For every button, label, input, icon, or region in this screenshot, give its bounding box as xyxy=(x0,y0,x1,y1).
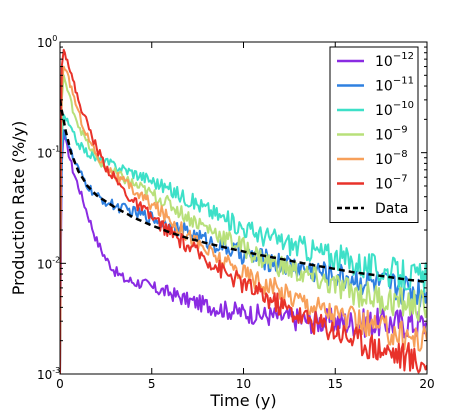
ticks-layer: 0 5 10 15 20 10-3 10-2 10-1 100 xyxy=(37,34,435,391)
series-layer xyxy=(60,48,427,374)
y-tick-label-0: 10-3 xyxy=(37,366,60,382)
x-tick-label-4: 20 xyxy=(419,377,434,391)
x-tick-label-3: 15 xyxy=(328,377,343,391)
legend-label-4: 10−8 xyxy=(375,149,408,168)
series-line-1 xyxy=(60,129,427,374)
y-tick-label-2: 10-1 xyxy=(37,145,60,161)
x-axis-label: Time (y) xyxy=(209,391,276,410)
series-line-6 xyxy=(60,99,427,284)
legend-label-6: Data xyxy=(375,201,408,217)
legend-label-0: 10−12 xyxy=(375,51,414,70)
legend-label-5: 10−7 xyxy=(375,174,408,193)
legend-label-1: 10−11 xyxy=(375,76,414,95)
series-line-4 xyxy=(60,65,427,374)
series-line-5 xyxy=(60,48,427,374)
legend: 10−12 10−11 10−10 10−9 10−8 10−7 Data xyxy=(329,46,419,223)
legend-label-3: 10−9 xyxy=(375,125,408,144)
x-tick-label-1: 5 xyxy=(148,377,156,391)
series-line-3 xyxy=(60,74,427,374)
y-tick-label-1: 10-2 xyxy=(37,255,60,271)
y-axis-label: Production Rate (%/y) xyxy=(9,121,28,296)
legend-label-2: 10−10 xyxy=(375,100,414,119)
series-line-2 xyxy=(60,113,427,374)
x-tick-label-0: 0 xyxy=(56,377,64,391)
y-tick-label-3: 100 xyxy=(37,34,57,50)
x-tick-label-2: 10 xyxy=(236,377,251,391)
